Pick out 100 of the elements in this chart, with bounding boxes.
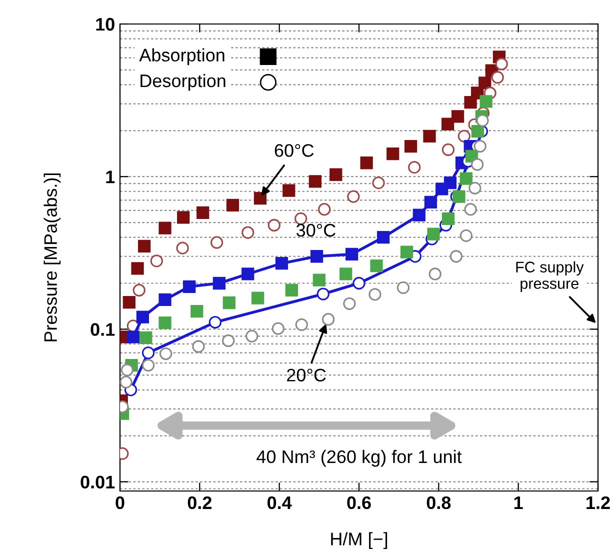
point bbox=[294, 212, 308, 225]
point bbox=[142, 346, 155, 360]
point bbox=[442, 143, 455, 156]
point bbox=[132, 284, 146, 297]
annotation: 40 Nm³ (260 kg) for 1 unit bbox=[256, 450, 462, 467]
x-tick-label: 1.2 bbox=[586, 496, 610, 509]
y-tick-label: 0.01 bbox=[80, 476, 115, 488]
point bbox=[177, 211, 190, 224]
point bbox=[176, 242, 189, 254]
annotation: Desorption bbox=[140, 74, 226, 91]
point bbox=[310, 250, 324, 263]
point bbox=[451, 110, 464, 123]
point bbox=[246, 330, 258, 342]
point bbox=[471, 125, 484, 138]
point bbox=[352, 276, 366, 290]
point bbox=[312, 274, 326, 286]
point bbox=[159, 347, 172, 360]
point bbox=[268, 218, 280, 232]
point bbox=[316, 288, 330, 300]
point bbox=[285, 284, 298, 297]
x-tick-label: 0 bbox=[116, 496, 124, 510]
point bbox=[400, 246, 414, 258]
point bbox=[427, 228, 440, 240]
point bbox=[190, 304, 204, 318]
point bbox=[226, 198, 240, 212]
point bbox=[478, 76, 492, 90]
point bbox=[476, 114, 489, 127]
point bbox=[192, 340, 205, 353]
point bbox=[140, 331, 152, 344]
point bbox=[158, 222, 172, 234]
point bbox=[142, 358, 155, 372]
point bbox=[495, 58, 508, 70]
point bbox=[242, 268, 254, 280]
annotation: 30°C bbox=[296, 224, 336, 237]
point bbox=[282, 184, 296, 197]
point bbox=[343, 297, 356, 310]
x-axis-title: H/M [−] bbox=[331, 532, 388, 549]
point bbox=[452, 190, 466, 203]
point bbox=[196, 206, 210, 220]
point bbox=[444, 176, 457, 190]
point bbox=[212, 276, 226, 290]
point bbox=[460, 229, 472, 242]
point bbox=[442, 118, 454, 130]
x-tick-label: 0.6 bbox=[347, 496, 371, 510]
point bbox=[318, 203, 331, 216]
point bbox=[346, 248, 358, 261]
point bbox=[412, 208, 426, 222]
point bbox=[182, 280, 196, 293]
point bbox=[254, 192, 267, 205]
x-tick-label: 0.8 bbox=[426, 496, 451, 510]
point bbox=[120, 376, 132, 388]
annotation: 60°C bbox=[274, 144, 314, 157]
y-tick-label: 0.1 bbox=[90, 323, 115, 336]
annotation: 20°C bbox=[287, 368, 326, 382]
point bbox=[330, 168, 342, 181]
point bbox=[376, 230, 390, 244]
point bbox=[158, 293, 172, 306]
y-tick-label: 10 bbox=[96, 18, 114, 31]
point bbox=[424, 196, 438, 208]
point bbox=[428, 268, 442, 280]
point bbox=[372, 176, 385, 190]
annotation: FC supply pressure bbox=[516, 261, 584, 292]
point bbox=[120, 364, 134, 376]
point bbox=[222, 334, 235, 348]
point bbox=[122, 296, 136, 309]
point bbox=[386, 148, 400, 160]
y-axis-title: Pressure [MPa(abs.)] bbox=[44, 173, 61, 342]
point bbox=[450, 250, 463, 263]
point bbox=[396, 281, 410, 294]
point bbox=[208, 316, 222, 329]
point bbox=[347, 190, 360, 203]
point bbox=[423, 130, 436, 142]
point bbox=[360, 156, 373, 170]
point bbox=[272, 322, 284, 335]
point bbox=[138, 240, 151, 252]
point bbox=[480, 95, 492, 108]
y-tick-label: 1 bbox=[106, 170, 115, 184]
annotation: Absorption bbox=[139, 48, 224, 66]
point bbox=[464, 203, 477, 216]
point bbox=[340, 268, 352, 280]
point bbox=[368, 288, 382, 301]
point bbox=[460, 172, 472, 185]
point bbox=[308, 175, 322, 188]
point bbox=[468, 182, 482, 194]
point bbox=[136, 310, 150, 324]
point bbox=[458, 130, 470, 142]
x-tick-label: 0.4 bbox=[268, 496, 292, 510]
point bbox=[131, 262, 144, 275]
point bbox=[442, 212, 455, 225]
point bbox=[404, 140, 418, 153]
point bbox=[210, 236, 224, 249]
point bbox=[470, 158, 484, 171]
point bbox=[322, 313, 335, 326]
point bbox=[242, 226, 254, 239]
point bbox=[126, 330, 140, 344]
point bbox=[491, 71, 504, 84]
point bbox=[474, 140, 486, 153]
point bbox=[275, 257, 288, 270]
point bbox=[370, 260, 383, 272]
point bbox=[150, 254, 163, 268]
